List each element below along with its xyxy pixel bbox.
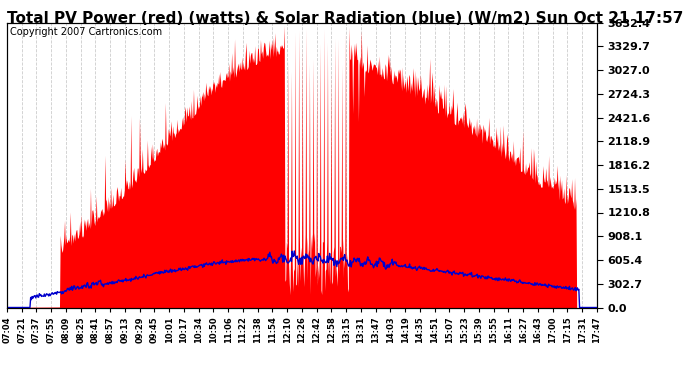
Text: Total PV Power (red) (watts) & Solar Radiation (blue) (W/m2) Sun Oct 21 17:57: Total PV Power (red) (watts) & Solar Rad… [7, 11, 683, 26]
Text: Copyright 2007 Cartronics.com: Copyright 2007 Cartronics.com [10, 27, 162, 37]
